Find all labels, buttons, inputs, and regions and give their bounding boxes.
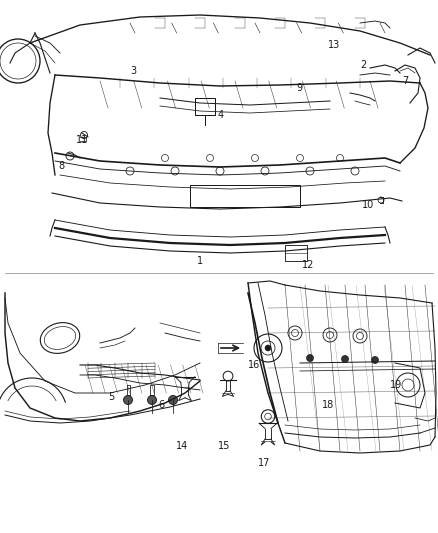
Text: 6: 6	[158, 400, 164, 410]
Text: 3: 3	[130, 66, 136, 76]
Circle shape	[342, 356, 349, 362]
Circle shape	[171, 167, 179, 175]
Circle shape	[162, 155, 169, 161]
Circle shape	[265, 345, 271, 351]
Circle shape	[326, 332, 333, 338]
Text: 5: 5	[108, 392, 114, 402]
Text: 7: 7	[402, 76, 408, 86]
Text: 12: 12	[302, 260, 314, 270]
Text: 2: 2	[360, 60, 366, 70]
Text: 13: 13	[328, 40, 340, 50]
Circle shape	[148, 395, 156, 405]
Circle shape	[206, 155, 213, 161]
Circle shape	[307, 354, 314, 361]
Text: 9: 9	[296, 83, 302, 93]
Text: 8: 8	[58, 161, 64, 171]
Circle shape	[371, 357, 378, 364]
Circle shape	[169, 395, 177, 405]
Bar	[285, 245, 307, 261]
Text: 18: 18	[322, 400, 334, 410]
Circle shape	[216, 167, 224, 175]
Text: 4: 4	[218, 110, 224, 120]
Text: 19: 19	[390, 380, 402, 390]
Circle shape	[251, 155, 258, 161]
Text: 14: 14	[176, 441, 188, 451]
Circle shape	[306, 167, 314, 175]
Text: 10: 10	[362, 200, 374, 210]
Text: 1: 1	[197, 256, 203, 266]
Circle shape	[336, 155, 343, 161]
Circle shape	[351, 167, 359, 175]
Circle shape	[292, 329, 299, 336]
Text: 15: 15	[218, 441, 230, 451]
Circle shape	[297, 155, 304, 161]
Circle shape	[261, 167, 269, 175]
Circle shape	[126, 167, 134, 175]
Text: 16: 16	[248, 360, 260, 370]
Circle shape	[357, 333, 364, 340]
Text: 11: 11	[76, 135, 88, 145]
Text: 17: 17	[258, 458, 270, 468]
Circle shape	[124, 395, 133, 405]
